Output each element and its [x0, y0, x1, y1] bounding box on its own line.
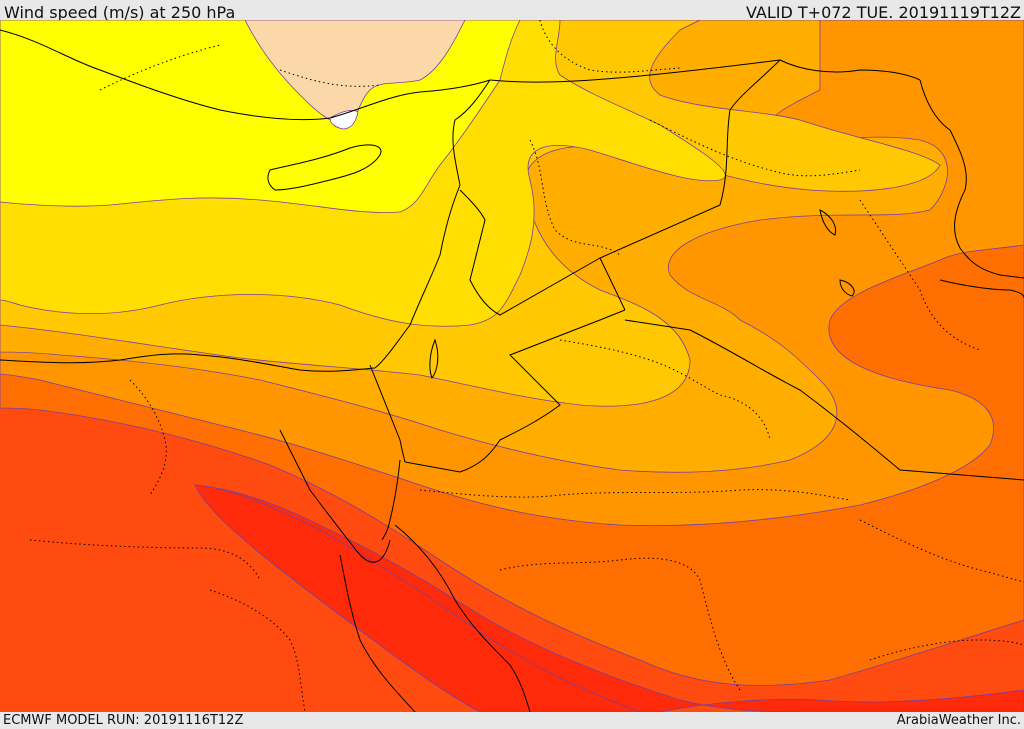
border-jordan — [459, 189, 601, 316]
coastline-dead-sea — [429, 338, 439, 380]
model-run-label: ECMWF MODEL RUN: 20191116T12Z — [3, 713, 244, 728]
admin-line-6 — [499, 557, 741, 691]
coastline-lake-tharthar — [819, 209, 837, 236]
admin-line-10 — [209, 589, 306, 712]
border-syria-iraq — [599, 59, 781, 311]
wind-speed-map — [0, 20, 1024, 712]
header-bar: Wind speed (m/s) at 250 hPa VALID T+072 … — [0, 0, 1024, 22]
coastline-turkey — [0, 29, 491, 121]
coastline-cyprus — [267, 144, 382, 191]
credit-label: ArabiaWeather Inc. — [896, 713, 1021, 728]
chart-title: Wind speed (m/s) at 250 hPa — [4, 3, 236, 22]
coastline-red-sea-west — [339, 554, 416, 712]
admin-line-8 — [29, 539, 261, 581]
band-red-core — [194, 484, 641, 712]
valid-time-label: VALID T+072 TUE. 20191119T12Z — [745, 3, 1021, 22]
coastlines — [0, 29, 1024, 712]
border-turkey-syria — [489, 59, 921, 83]
admin-line-14 — [859, 199, 981, 351]
coastline-red-sea-east — [394, 524, 531, 712]
map-panel — [0, 20, 1024, 712]
band-light-peach — [244, 20, 466, 126]
admin-boundaries — [29, 20, 1024, 712]
admin-line-13 — [279, 69, 381, 87]
border-iraq-iran — [919, 79, 1024, 279]
coastline-egypt-north — [0, 353, 376, 372]
coastline-levant — [374, 79, 491, 369]
country-borders — [369, 59, 1024, 481]
coastline-gulf-aqaba — [381, 459, 401, 541]
footer-bar: ECMWF MODEL RUN: 20191116T12Z ArabiaWeat… — [0, 712, 1024, 729]
coastline-gulf-suez — [279, 429, 391, 563]
border-egypt-israel — [369, 364, 406, 463]
admin-line-3 — [649, 119, 861, 177]
admin-line-11 — [869, 639, 1024, 661]
admin-line-12 — [99, 44, 221, 91]
admin-line-7 — [859, 519, 1024, 583]
border-jordan-saudi — [404, 309, 626, 473]
border-iraq-saudi — [624, 319, 1024, 481]
coastline-lake-razazza — [839, 279, 855, 297]
coastline-gulf-persia — [939, 279, 1024, 299]
white-pocket — [329, 110, 359, 130]
admin-line-2 — [529, 139, 621, 256]
